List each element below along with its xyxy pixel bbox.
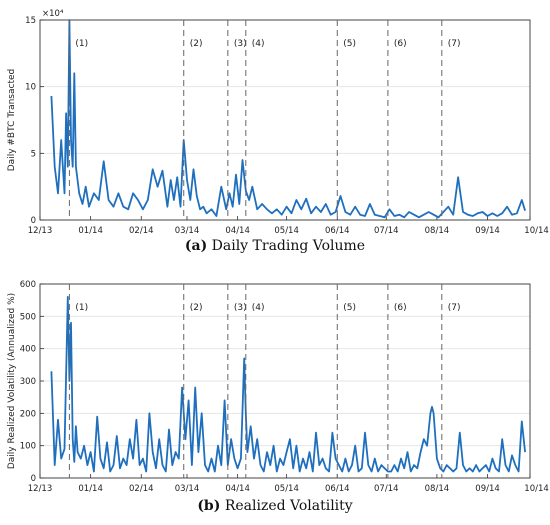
x-tick-label: 08/14: [425, 226, 450, 236]
event-label: (4): [252, 303, 265, 313]
x-tick-label: 02/14: [129, 226, 154, 236]
y-tick-label: 10: [25, 83, 36, 93]
event-label: (6): [394, 303, 407, 313]
panel-a-trading-volume: 0 5 10 15 12/13 01/14 02/14 03/14 04/14 05/14 06/1…: [7, 9, 549, 236]
y-tick-label: 100: [20, 442, 36, 452]
y-axis-label: Daily #BTC Transacted: [7, 69, 17, 172]
x-tick-label: 09/14: [475, 484, 500, 494]
y-tick-label: 5: [31, 149, 36, 159]
event-label: (1): [75, 39, 88, 49]
caption-b-letter: (b): [197, 498, 221, 514]
event-label: (6): [394, 39, 407, 49]
x-tick-label: 12/13: [28, 226, 53, 236]
x-tick-label: 07/14: [374, 484, 399, 494]
event-label: (4): [252, 39, 265, 49]
y-tick-label: 400: [20, 345, 36, 355]
axes-box: [39, 283, 531, 479]
x-tick-label: 03/14: [175, 484, 200, 494]
y-axis-multiplier: ×10⁴: [42, 9, 64, 19]
x-tick-label: 09/14: [475, 226, 500, 236]
y-tick-label: 300: [20, 377, 36, 387]
x-tick-label: 10/14: [524, 226, 549, 236]
x-tick-label: 04/14: [225, 226, 250, 236]
x-tick-label: 05/14: [274, 484, 299, 494]
event-label: (7): [448, 303, 461, 313]
event-label: (2): [190, 39, 203, 49]
caption-a-letter: (a): [184, 238, 208, 254]
y-tick-label: 200: [20, 409, 36, 419]
y-tick-label: 600: [20, 280, 36, 290]
y-tick-label: 15: [25, 16, 36, 26]
caption-a: (a) Daily Trading Volume: [0, 238, 550, 254]
x-tick-label: 07/14: [374, 226, 399, 236]
x-tick-label: 01/14: [78, 226, 103, 236]
axes-box: [39, 19, 531, 221]
x-tick-label: 02/14: [129, 484, 154, 494]
x-tick-label: 06/14: [325, 226, 350, 236]
y-axis-label: Daily Realized Volatility (Annualized %): [7, 293, 17, 469]
event-label: (3): [234, 303, 247, 313]
x-tick-label: 08/14: [425, 484, 450, 494]
caption-a-text: Daily Trading Volume: [211, 238, 366, 254]
x-tick-label: 12/13: [28, 484, 53, 494]
y-tick-label: 0: [31, 474, 36, 484]
x-tick-label: 01/14: [78, 484, 103, 494]
x-tick-label: 03/14: [175, 226, 200, 236]
caption-b-text: Realized Volatility: [224, 498, 353, 514]
event-label: (2): [190, 303, 203, 313]
caption-b: (b) Realized Volatility: [0, 498, 550, 514]
event-label: (7): [448, 39, 461, 49]
x-tick-label: 04/14: [225, 484, 250, 494]
event-label: (1): [75, 303, 88, 313]
panel-b-realized-volatility: 0 100 200 300 400 500 600 12/13 01/14 02/14 03/14 0…: [7, 280, 549, 494]
x-tick-label: 06/14: [325, 484, 350, 494]
x-tick-label: 05/14: [274, 226, 299, 236]
event-label: (5): [343, 303, 356, 313]
series-line: [50, 19, 526, 219]
event-label: (5): [343, 39, 356, 49]
y-tick-label: 500: [20, 312, 36, 322]
y-tick-label: 0: [31, 216, 36, 226]
event-label: (3): [234, 39, 247, 49]
x-tick-label: 10/14: [524, 484, 549, 494]
series-line: [50, 295, 526, 473]
